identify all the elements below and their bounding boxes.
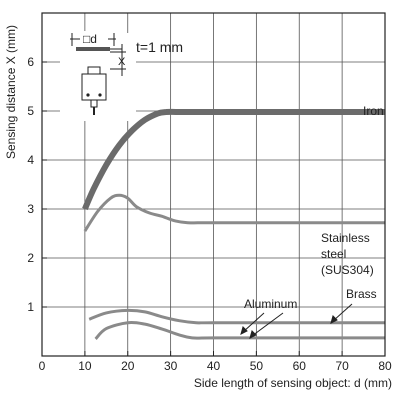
brass-arrow-head bbox=[330, 315, 338, 324]
series-line-stainless-steel-sus304 bbox=[83, 193, 385, 232]
stainless-label-line-1: Stainless bbox=[321, 231, 370, 245]
aluminum-arrow-head-upper bbox=[240, 326, 248, 335]
y-tick-label-1: 1 bbox=[27, 300, 34, 314]
x-tick-label-60: 60 bbox=[293, 359, 307, 373]
stainless-label-line-2: steel bbox=[321, 247, 346, 261]
x-tick-label-0: 0 bbox=[39, 359, 46, 373]
sensor-cable bbox=[90, 99, 98, 108]
brass-arrow-line bbox=[332, 303, 353, 322]
iron-label: Iron bbox=[363, 104, 384, 118]
curves bbox=[82, 108, 385, 340]
inset-d-label: □d bbox=[83, 32, 97, 46]
x-tick-label-20: 20 bbox=[121, 359, 135, 373]
inset-x-label: X bbox=[118, 56, 126, 68]
dimension-label-bg bbox=[80, 31, 108, 46]
sensor-led-right bbox=[98, 93, 102, 97]
brass-label: Brass bbox=[346, 287, 377, 301]
y-tick-label-5: 5 bbox=[27, 104, 34, 118]
aluminum-label: Aluminum bbox=[244, 297, 297, 311]
sensor-body bbox=[81, 73, 107, 101]
x-tick-label-70: 70 bbox=[335, 359, 349, 373]
y-tick-label-2: 2 bbox=[27, 251, 34, 265]
stainless-label-line-3: (SUS304) bbox=[321, 263, 374, 277]
y-tick-label-3: 3 bbox=[27, 202, 34, 216]
y-tick-label-6: 6 bbox=[27, 55, 34, 69]
x-axis-label: Side length of sensing object: d (mm) bbox=[194, 376, 392, 390]
aluminum-arrow-head-lower bbox=[249, 330, 257, 339]
aluminum-arrow-line-lower bbox=[251, 312, 284, 337]
series-line-aluminum bbox=[94, 320, 385, 340]
series-line-iron bbox=[82, 108, 385, 211]
tick-labels: 0 10 20 30 40 50 60 70 80 1 2 3 4 5 6 bbox=[27, 55, 392, 373]
series-line-brass bbox=[88, 308, 385, 325]
y-tick-label-4: 4 bbox=[27, 153, 34, 167]
sensor-sketch: □d X t=1 mm bbox=[60, 31, 183, 121]
sensor-head bbox=[87, 66, 101, 75]
sensor-led-left bbox=[86, 93, 90, 97]
inset-thickness-label: t=1 mm bbox=[136, 39, 183, 55]
annotation-arrows bbox=[240, 303, 353, 339]
x-tick-label-30: 30 bbox=[164, 359, 178, 373]
target-plate bbox=[76, 47, 110, 51]
y-axis-label: Sensing distance X (mm) bbox=[4, 25, 18, 159]
x-tick-label-40: 40 bbox=[207, 359, 221, 373]
x-tick-label-80: 80 bbox=[378, 359, 392, 373]
x-tick-label-50: 50 bbox=[250, 359, 264, 373]
x-tick-label-10: 10 bbox=[78, 359, 92, 373]
aluminum-arrow-line-upper bbox=[242, 312, 265, 333]
